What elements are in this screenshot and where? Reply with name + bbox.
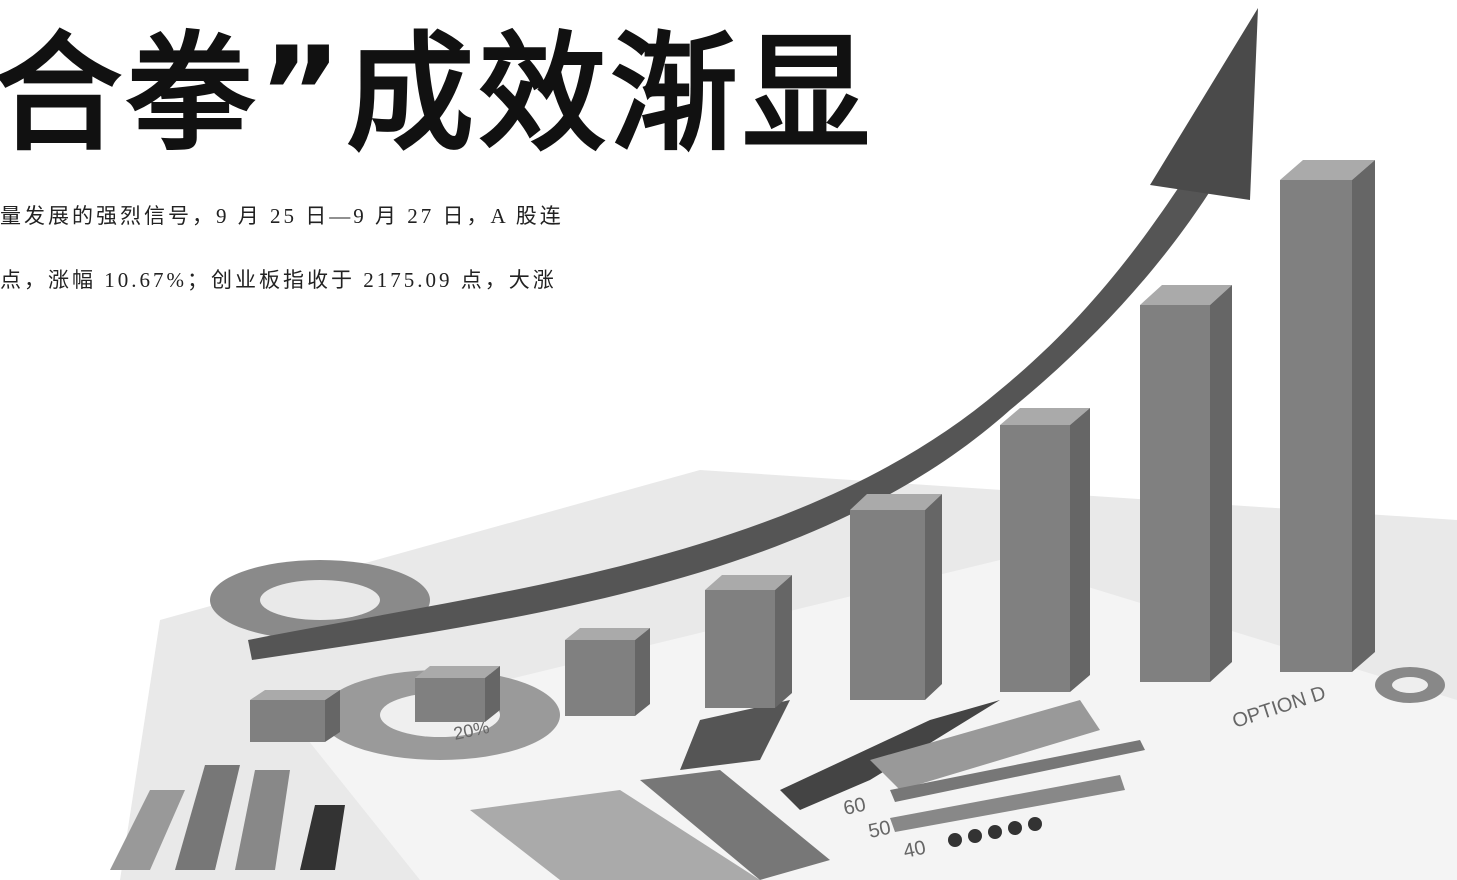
bar-top [1280,160,1375,180]
bar-side [1070,408,1090,692]
bar-front [250,700,325,742]
bar-front [1000,425,1070,692]
arrow-head [1150,8,1258,200]
bar-top [1140,285,1232,305]
illustration-label: 40 [901,837,927,863]
bar-top [705,575,792,590]
illustration-label: 60 [841,794,867,820]
dot [1008,821,1022,835]
bar-front [565,640,635,716]
bar-top [565,628,650,640]
bar-side [1210,285,1232,682]
stripe [110,790,185,870]
article-line: 点，涨幅 10.67%；创业板指收于 2175.09 点，大涨 [0,268,557,292]
row-marks [890,740,1145,802]
arrow-shaft [248,140,1235,660]
stripe [470,790,760,880]
row-marks [890,775,1125,832]
chevron [680,700,790,770]
stripe [175,765,240,870]
stripe [640,770,830,880]
dot [1028,817,1042,831]
bars [250,160,1375,742]
bar-front [415,678,485,722]
bar-front [850,510,925,700]
bar-front [705,590,775,708]
stripe [235,770,290,870]
dot [948,833,962,847]
dot-row [948,817,1042,847]
donut-hole [260,580,380,620]
bar-top [250,690,340,700]
dot [988,825,1002,839]
bar-side [1352,160,1375,672]
bar-front [1280,180,1352,672]
bar-top [850,494,942,510]
bar-front [1140,305,1210,682]
bar-side [925,494,942,700]
bar-side [775,575,792,708]
ring-hole [1392,677,1428,693]
dot [968,829,982,843]
bar-side [485,666,500,722]
headline: 合拳”成效渐显 [0,20,875,169]
bar-top [1000,408,1090,425]
bar-side [325,690,340,742]
chevron [870,700,1100,790]
article-line: 量发展的强烈信号，9 月 25 日—9 月 27 日，A 股连 [0,204,564,228]
illustration-label: 50 [866,817,892,843]
bar-top [415,666,500,678]
bar-side [635,628,650,716]
stripe [300,805,345,870]
